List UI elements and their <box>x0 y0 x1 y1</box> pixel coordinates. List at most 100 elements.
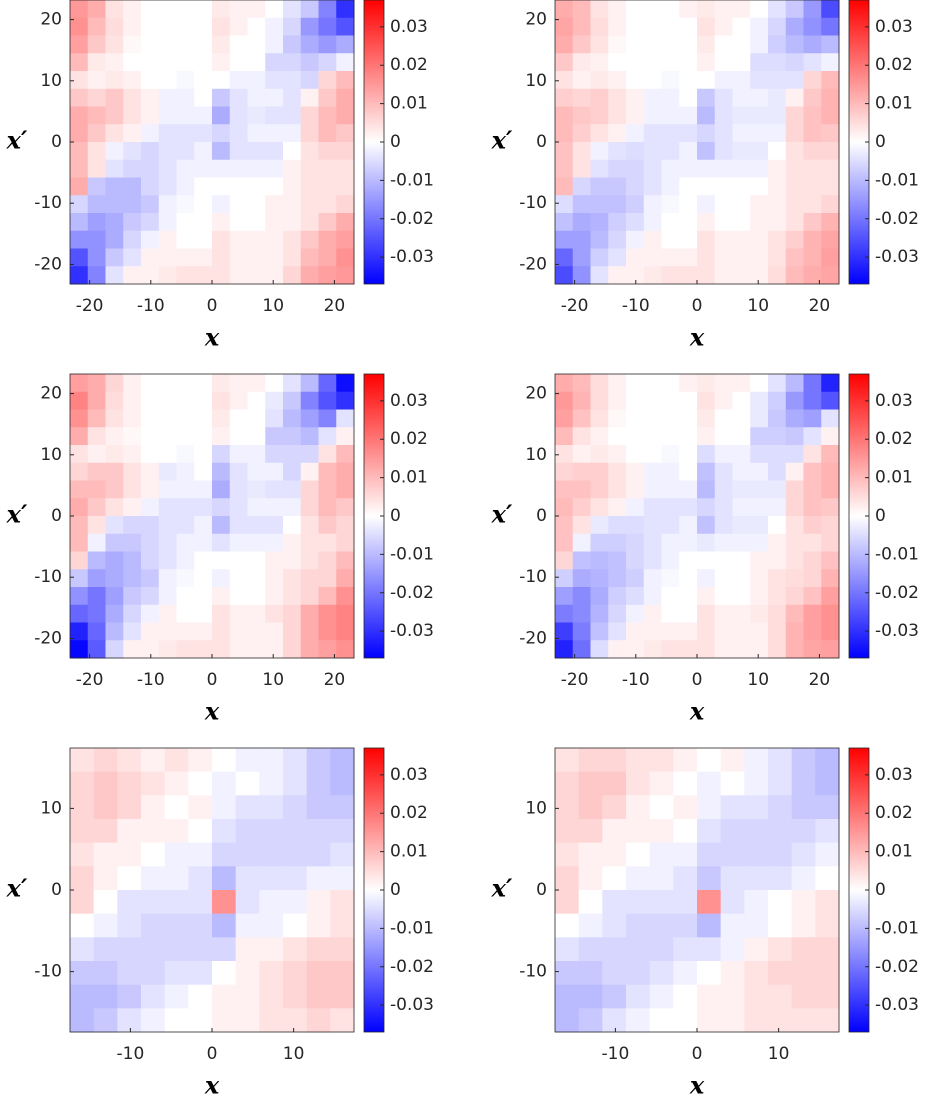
x-axis-label: x <box>204 1071 220 1096</box>
heatmap-cell <box>70 819 95 844</box>
heatmap-cell <box>661 17 680 36</box>
heatmap-cell <box>212 88 231 107</box>
heatmap-cell <box>318 248 337 267</box>
heatmap-cell <box>117 937 142 962</box>
heatmap-cell <box>649 795 674 820</box>
heatmap-cell <box>141 748 166 773</box>
heatmap-cell <box>229 391 248 410</box>
heatmap-cell <box>697 587 716 606</box>
heatmap-cell <box>679 159 698 178</box>
heatmap-cell <box>821 195 840 214</box>
heatmap-cell <box>70 230 89 249</box>
heatmap-cell <box>265 159 284 178</box>
heatmap-cell <box>141 248 160 267</box>
heatmap-cell <box>602 866 627 891</box>
heatmap-cell <box>105 462 124 481</box>
heatmap-cell <box>212 427 231 446</box>
heatmap-cell <box>229 498 248 517</box>
heatmap-cell <box>744 795 769 820</box>
heatmap-cell <box>572 35 591 54</box>
colorbar-tick-label: -0.02 <box>390 209 434 229</box>
heatmap-cell <box>661 445 680 464</box>
heatmap-cell <box>626 195 645 214</box>
heatmap-cell <box>608 480 627 499</box>
heatmap-cell <box>649 937 674 962</box>
heatmap-cell <box>123 88 142 107</box>
heatmap-cell <box>105 587 124 606</box>
heatmap-cell <box>123 266 142 285</box>
heatmap-cell <box>141 374 160 393</box>
heatmap-cell <box>87 159 106 178</box>
heatmap-cell <box>283 159 302 178</box>
heatmap-cell <box>768 842 793 867</box>
heatmap-cell <box>714 622 733 641</box>
heatmap-cell <box>93 890 118 915</box>
heatmap-cell <box>105 622 124 641</box>
heatmap-cell <box>194 374 213 393</box>
heatmap-cell <box>306 795 331 820</box>
colorbar-tick-label: -0.03 <box>390 995 434 1015</box>
heatmap-cell <box>93 771 118 796</box>
heatmap-cell <box>768 961 793 986</box>
heatmap-cell <box>649 842 674 867</box>
heatmap-cell <box>649 961 674 986</box>
heatmap-cell <box>750 53 769 72</box>
x-tick-label: 10 <box>768 1044 790 1064</box>
heatmap-cell <box>265 213 284 232</box>
heatmap-cell <box>123 374 142 393</box>
heatmap-cell <box>572 533 591 552</box>
heatmap-cell <box>336 391 355 410</box>
y-tick-label: -20 <box>519 628 547 648</box>
heatmap-cell <box>626 391 645 410</box>
heatmap-cell <box>265 587 284 606</box>
heatmap-cell <box>697 748 722 773</box>
heatmap-cell <box>661 124 680 143</box>
heatmap-cell <box>590 106 609 125</box>
heatmap-cell <box>300 604 319 623</box>
heatmap-cell <box>679 142 698 161</box>
heatmap-cell <box>697 771 722 796</box>
heatmap-cell <box>70 937 95 962</box>
heatmap-cell <box>821 177 840 196</box>
heatmap-cell <box>714 124 733 143</box>
heatmap-cell <box>643 391 662 410</box>
heatmap-cell <box>158 640 177 659</box>
heatmap-cell <box>744 984 769 1009</box>
heatmap-cell <box>117 819 142 844</box>
heatmap-cell <box>141 622 160 641</box>
heatmap-cell <box>626 124 645 143</box>
heatmap-cell <box>590 53 609 72</box>
colorbar-tick-label: 0 <box>875 132 886 152</box>
heatmap-cell <box>70 1008 95 1033</box>
heatmap-cell <box>555 587 574 606</box>
heatmap-cell <box>590 640 609 659</box>
heatmap-cell <box>265 409 284 428</box>
heatmap-cell <box>158 516 177 535</box>
heatmap-cell <box>229 195 248 214</box>
heatmap-cell <box>247 124 266 143</box>
x-tick-label: 0 <box>692 670 703 690</box>
y-tick-label: -10 <box>519 962 547 982</box>
heatmap-cell <box>803 17 822 36</box>
heatmap-cell <box>791 842 816 867</box>
heatmap-cell <box>176 106 195 125</box>
heatmap-cell <box>555 498 574 517</box>
heatmap-cell <box>141 71 160 90</box>
heatmap-cell <box>229 604 248 623</box>
heatmap-cell <box>194 230 213 249</box>
x-tick-label: 0 <box>692 296 703 316</box>
heatmap-cell <box>105 124 124 143</box>
heatmap-cell <box>123 480 142 499</box>
heatmap-cell <box>768 409 787 428</box>
heatmap-cell <box>212 480 231 499</box>
heatmap-cell <box>336 195 355 214</box>
heatmap-cell <box>93 842 118 867</box>
heatmap-cell <box>176 142 195 161</box>
heatmap-cell <box>744 866 769 891</box>
heatmap-cell <box>673 842 698 867</box>
heatmap-cell <box>247 533 266 552</box>
heatmap-cell <box>330 819 355 844</box>
heatmap-cell <box>697 937 722 962</box>
heatmap-cell <box>661 533 680 552</box>
heatmap-cell <box>235 890 260 915</box>
